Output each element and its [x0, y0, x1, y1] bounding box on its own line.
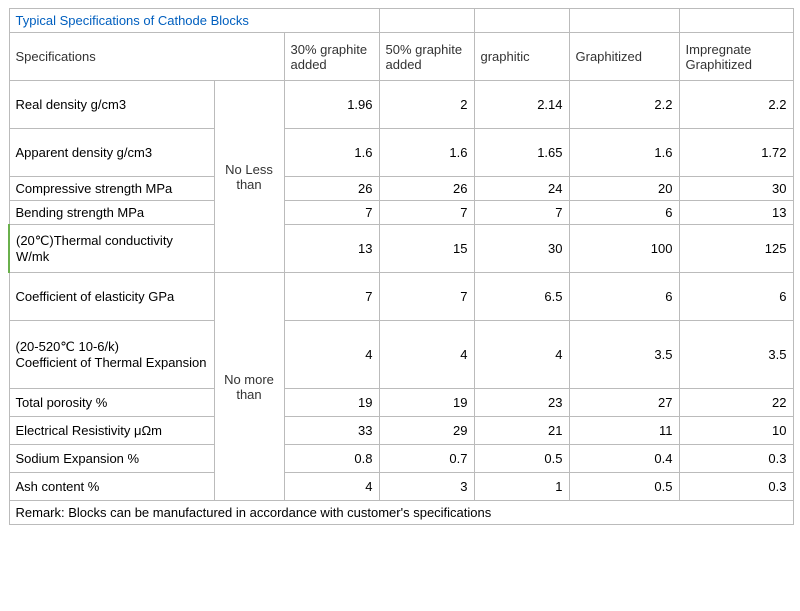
limit-no-less: No Less than	[214, 81, 284, 273]
spec-table: Typical Specifications of Cathode Blocks…	[8, 8, 794, 525]
header-spec: Specifications	[9, 33, 284, 81]
cell: 2.2	[679, 81, 793, 129]
cell: 21	[474, 417, 569, 445]
cell: 15	[379, 225, 474, 273]
cell: 24	[474, 177, 569, 201]
cell: 27	[569, 389, 679, 417]
row-label: Compressive strength MPa	[9, 177, 214, 201]
cell: 30	[679, 177, 793, 201]
cell: 26	[284, 177, 379, 201]
remark: Remark: Blocks can be manufactured in ac…	[9, 501, 793, 525]
cell: 4	[284, 473, 379, 501]
cell: 0.5	[569, 473, 679, 501]
cell: 1.65	[474, 129, 569, 177]
row-label: Real density g/cm3	[9, 81, 214, 129]
cell: 1	[474, 473, 569, 501]
cell: 6	[679, 273, 793, 321]
cell: 6	[569, 201, 679, 225]
cell: 0.3	[679, 445, 793, 473]
limit-no-more: No more than	[214, 273, 284, 501]
cell: 13	[284, 225, 379, 273]
cell: 7	[379, 273, 474, 321]
cell: 2	[379, 81, 474, 129]
cell: 7	[379, 201, 474, 225]
empty-cell	[474, 9, 569, 33]
cell: 1.72	[679, 129, 793, 177]
row-label: Ash content %	[9, 473, 214, 501]
cell: 20	[569, 177, 679, 201]
row-label: Total porosity %	[9, 389, 214, 417]
cell: 7	[284, 273, 379, 321]
cell: 11	[569, 417, 679, 445]
cell: 0.3	[679, 473, 793, 501]
cell: 4	[379, 321, 474, 389]
cell: 4	[474, 321, 569, 389]
row-label: Electrical Resistivity μΩm	[9, 417, 214, 445]
row-label: Bending strength MPa	[9, 201, 214, 225]
header-c3: graphitic	[474, 33, 569, 81]
cell: 3.5	[679, 321, 793, 389]
row-label: (20℃)Thermal conductivity W/mk	[9, 225, 214, 273]
cell: 125	[679, 225, 793, 273]
cell: 7	[284, 201, 379, 225]
cell: 1.6	[379, 129, 474, 177]
cell: 4	[284, 321, 379, 389]
cell: 13	[679, 201, 793, 225]
header-c1: 30% graphite added	[284, 33, 379, 81]
empty-cell	[379, 9, 474, 33]
row-label: Apparent density g/cm3	[9, 129, 214, 177]
empty-cell	[284, 9, 379, 33]
cell: 7	[474, 201, 569, 225]
cell: 3.5	[569, 321, 679, 389]
row-label: (20-520℃ 10-6/k) Coefficient of Thermal …	[9, 321, 214, 389]
cell: 29	[379, 417, 474, 445]
row-label: Sodium Expansion %	[9, 445, 214, 473]
cell: 2.14	[474, 81, 569, 129]
cell: 100	[569, 225, 679, 273]
cell: 19	[379, 389, 474, 417]
cell: 0.8	[284, 445, 379, 473]
cell: 0.5	[474, 445, 569, 473]
cell: 10	[679, 417, 793, 445]
empty-cell	[569, 9, 679, 33]
header-c2: 50% graphite added	[379, 33, 474, 81]
empty-cell	[679, 9, 793, 33]
header-c5: Impregnate Graphitized	[679, 33, 793, 81]
row-label: Coefficient of elasticity GPa	[9, 273, 214, 321]
cell: 26	[379, 177, 474, 201]
cell: 1.96	[284, 81, 379, 129]
cell: 3	[379, 473, 474, 501]
cell: 6	[569, 273, 679, 321]
cell: 6.5	[474, 273, 569, 321]
header-c4: Graphitized	[569, 33, 679, 81]
cell: 0.4	[569, 445, 679, 473]
cell: 1.6	[569, 129, 679, 177]
cell: 19	[284, 389, 379, 417]
cell: 0.7	[379, 445, 474, 473]
cell: 30	[474, 225, 569, 273]
cell: 33	[284, 417, 379, 445]
cell: 2.2	[569, 81, 679, 129]
cell: 22	[679, 389, 793, 417]
table-title: Typical Specifications of Cathode Blocks	[9, 9, 284, 33]
cell: 1.6	[284, 129, 379, 177]
cell: 23	[474, 389, 569, 417]
